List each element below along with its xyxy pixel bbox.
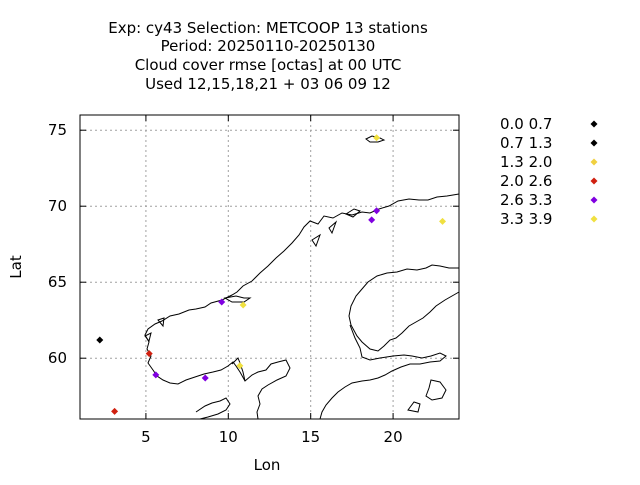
legend-marker [590, 158, 598, 166]
station-point [96, 336, 104, 344]
x-axis-label: Lon [254, 456, 281, 474]
title-line-2: Period: 20250110-20250130 [161, 37, 376, 55]
y-axis-label: Lat [7, 255, 25, 279]
legend-marker [590, 120, 598, 128]
legend-label: 3.3 3.9 [500, 210, 552, 228]
station-point [239, 301, 247, 309]
legend-entry: 3.3 3.9 [500, 210, 598, 228]
legend-marker [590, 215, 598, 223]
legend-entry: 0.0 0.7 [500, 115, 598, 133]
station-point [145, 350, 153, 358]
legend-entry: 0.7 1.3 [500, 134, 598, 152]
title-line-3: Cloud cover rmse [octas] at 00 UTC [135, 56, 402, 74]
coastline-map [144, 135, 460, 420]
legend-marker [590, 196, 598, 204]
legend-label: 0.0 0.7 [500, 115, 552, 133]
legend-label: 2.0 2.6 [500, 172, 552, 190]
x-tick-label: 5 [141, 428, 151, 446]
station-point [373, 134, 381, 142]
x-tick-label: 20 [384, 428, 403, 446]
title-line-4: Used 12,15,18,21 + 03 06 09 12 [145, 75, 391, 93]
ticks: 5 10 15 20 60 65 70 75 [48, 115, 459, 446]
station-point [373, 207, 381, 215]
legend-marker [590, 177, 598, 185]
grid [80, 115, 459, 419]
station-point [201, 374, 209, 382]
plot-area [79, 114, 460, 420]
legend-entry: 1.3 2.0 [500, 153, 598, 171]
station-point [439, 217, 447, 225]
legend-label: 1.3 2.0 [500, 153, 552, 171]
y-tick-label: 60 [48, 349, 67, 367]
y-tick-label: 70 [48, 197, 67, 215]
station-point [236, 362, 244, 370]
legend-entry: 2.0 2.6 [500, 172, 598, 190]
station-point [368, 216, 376, 224]
station-point [152, 371, 160, 379]
data-points [96, 134, 447, 415]
legend-marker [590, 139, 598, 147]
station-point [218, 298, 226, 306]
station-point [111, 407, 119, 415]
legend: 0.0 0.70.7 1.31.3 2.02.0 2.62.6 3.33.3 3… [500, 115, 598, 228]
chart-title: Exp: cy43 Selection: METCOOP 13 stations… [108, 19, 428, 93]
title-line-1: Exp: cy43 Selection: METCOOP 13 stations [108, 19, 428, 37]
x-tick-label: 10 [219, 428, 238, 446]
y-tick-label: 75 [48, 121, 67, 139]
legend-label: 2.6 3.3 [500, 191, 552, 209]
x-tick-label: 15 [301, 428, 320, 446]
legend-entry: 2.6 3.3 [500, 191, 598, 209]
legend-label: 0.7 1.3 [500, 134, 552, 152]
y-tick-label: 65 [48, 273, 67, 291]
